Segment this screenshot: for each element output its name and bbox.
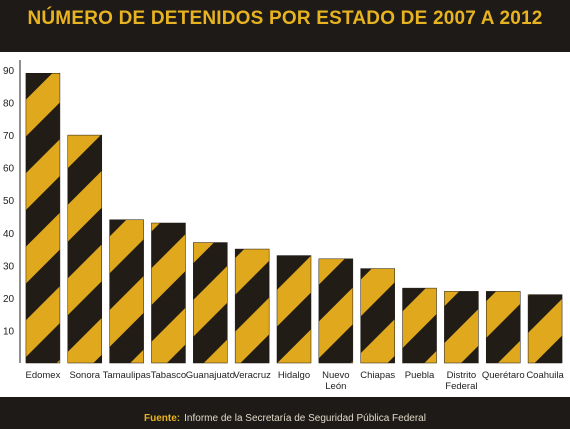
bar-hidalgo [276, 255, 312, 364]
x-tick-label: Nuevo León [322, 370, 349, 392]
y-tick-label: 30 [3, 261, 15, 272]
y-tick-label: 40 [3, 229, 15, 240]
title-bar: NÚMERO DE DETENIDOS POR ESTADO DE 2007 A… [0, 0, 570, 38]
y-tick-label: 20 [3, 294, 15, 305]
bar-guanajuato [193, 242, 228, 364]
bar-nuevo-león [318, 258, 354, 364]
x-tick-label: Sonora [69, 370, 100, 381]
chart-title: NÚMERO DE DETENIDOS POR ESTADO DE 2007 A… [27, 8, 543, 29]
x-tick-label: Tabasco [151, 370, 186, 381]
y-tick-label: 10 [3, 326, 15, 337]
y-tick-label: 60 [3, 164, 15, 175]
x-tick-label: Veracruz [233, 370, 271, 381]
y-tick-label: 90 [3, 66, 15, 77]
y-tick-label: 80 [3, 99, 15, 110]
bar-chiapas [360, 268, 395, 364]
x-tick-label: Edomex [25, 370, 60, 381]
x-tick-label: Tamaulipas [103, 370, 151, 381]
x-tick-label: Chiapas [360, 370, 395, 381]
x-tick-label: Guanajuato [186, 370, 235, 381]
bar-tabasco [151, 222, 186, 364]
bar-querétaro [485, 291, 521, 364]
divider-band [0, 397, 570, 408]
y-tick-label: 70 [3, 131, 15, 142]
x-tick-label: Distrito Federal [445, 370, 477, 392]
x-tick-label: Coahuila [526, 370, 564, 381]
x-tick-label: Querétaro [482, 370, 525, 381]
bar-tamaulipas [109, 219, 144, 364]
y-tick-label: 50 [3, 196, 15, 207]
plot-area: 10 20 30 40 50 60 70 80 90 Edomex Sonora Tamaulipas… [0, 52, 570, 397]
bar-sonora [67, 134, 103, 364]
bar-puebla [402, 287, 437, 364]
footer: Fuente: Informe de la Secretaría de Segu… [0, 408, 570, 429]
source-text: Informe de la Secretaría de Seguridad Pú… [184, 413, 426, 424]
x-tick-label: Puebla [405, 370, 435, 381]
bar-chart: 10 20 30 40 50 60 70 80 90 Edomex Sonora Tamaulipas… [3, 60, 565, 392]
bar-veracruz [234, 248, 270, 364]
x-tick-label: Hidalgo [278, 370, 310, 381]
bar-distrito-federal [444, 291, 479, 364]
source-label: Fuente: [144, 413, 181, 424]
bar-edomex [25, 73, 61, 364]
bar-coahuila [527, 294, 563, 364]
